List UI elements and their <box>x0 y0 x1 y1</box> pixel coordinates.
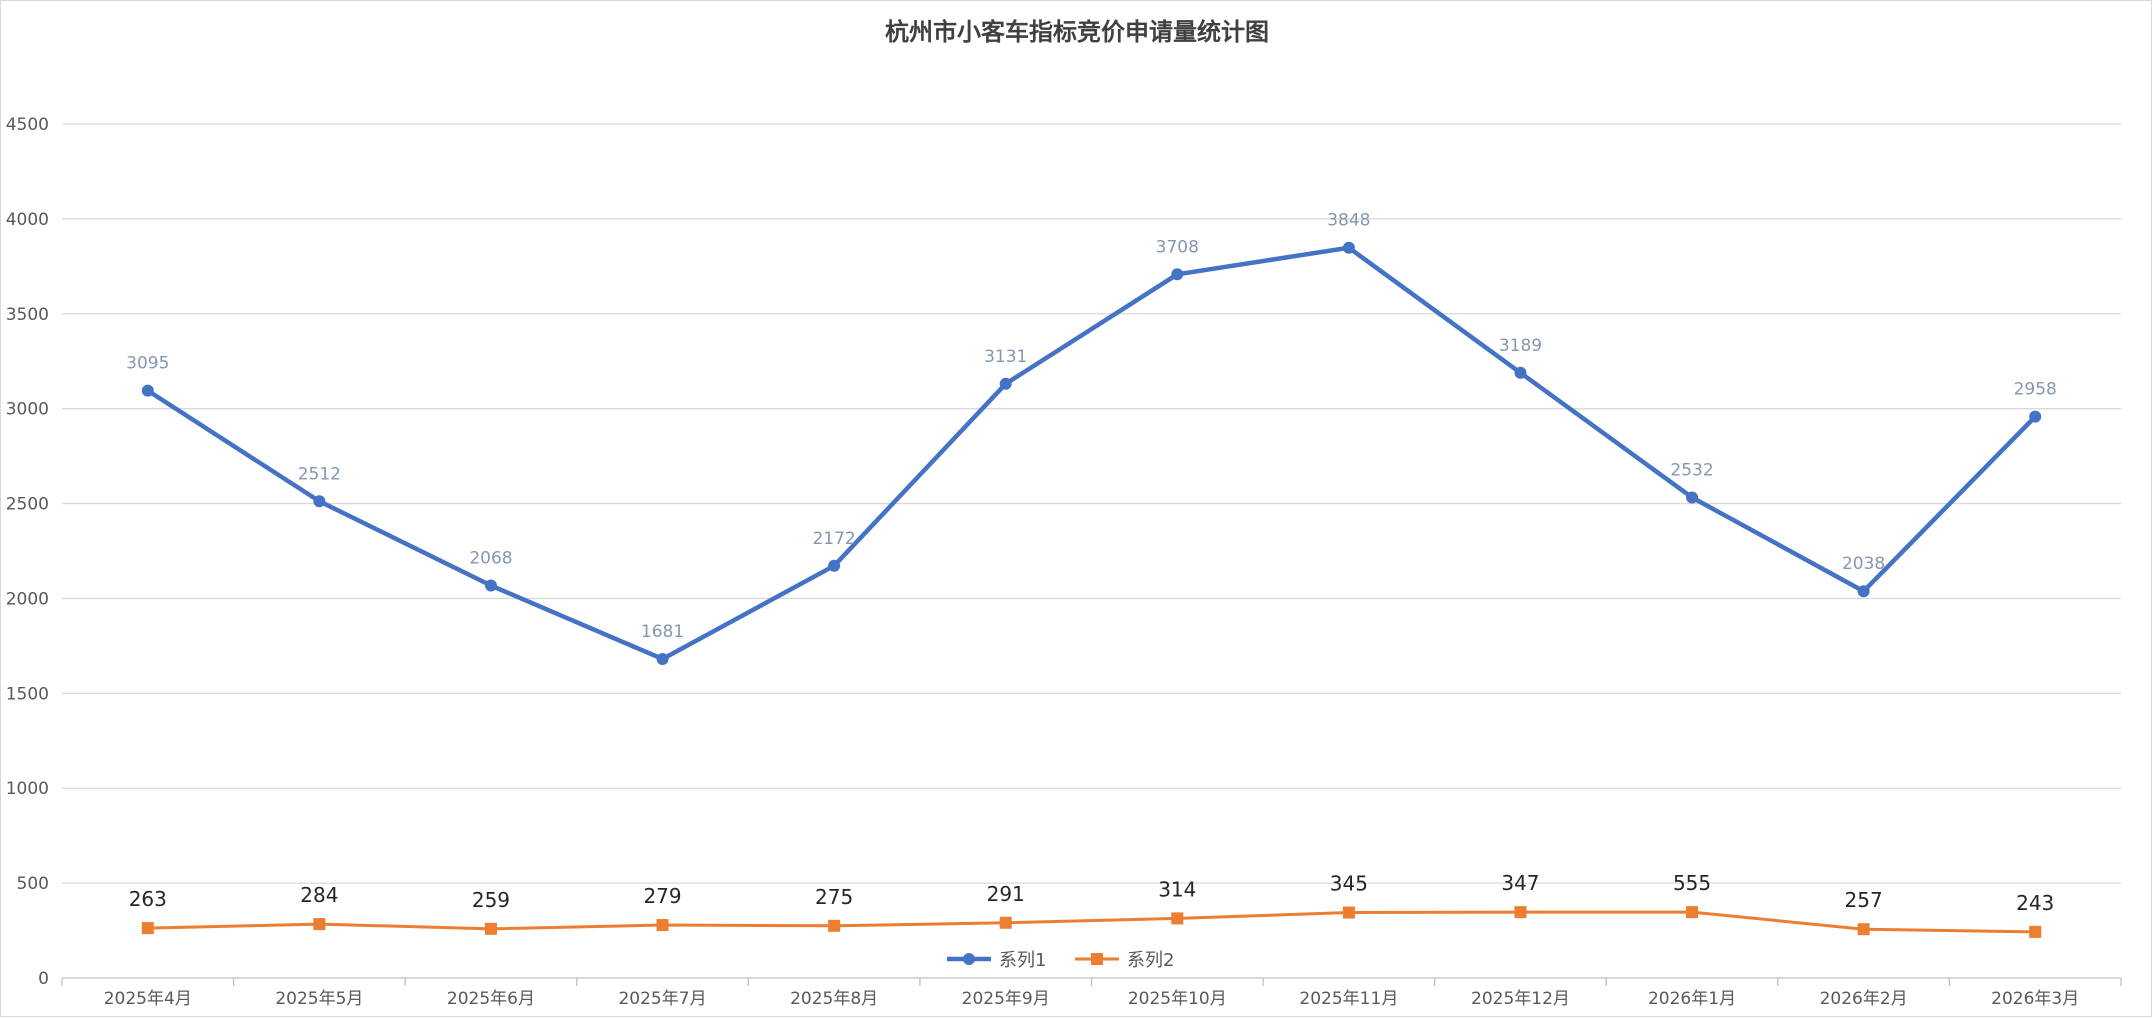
legend-item-1[interactable]: 系列1 <box>947 950 1046 971</box>
data-label: 3095 <box>126 354 169 374</box>
data-point[interactable] <box>2029 925 2042 938</box>
y-tick-label: 2000 <box>6 589 49 609</box>
data-label: 2172 <box>812 529 855 549</box>
x-tick-label: 2025年4月 <box>104 989 192 1009</box>
data-point[interactable] <box>1857 923 1870 936</box>
data-label: 284 <box>300 883 338 907</box>
data-label: 2532 <box>1670 460 1713 480</box>
series-2 <box>141 906 2042 938</box>
chart-title: 杭州市小客车指标竞价申请量统计图 <box>885 17 1269 46</box>
x-tick-label: 2025年9月 <box>962 989 1050 1009</box>
data-point[interactable] <box>656 652 669 665</box>
data-label: 3708 <box>1156 237 1199 257</box>
data-point[interactable] <box>1686 491 1699 504</box>
x-tick-label: 2025年7月 <box>618 989 706 1009</box>
data-point[interactable] <box>828 559 841 572</box>
data-point[interactable] <box>313 918 326 931</box>
legend-marker <box>1091 953 1103 965</box>
data-label: 2512 <box>298 464 341 484</box>
legend-label: 系列1 <box>999 950 1046 971</box>
legend[interactable]: 系列1 系列2 <box>947 950 1174 971</box>
data-point[interactable] <box>141 384 154 397</box>
data-point[interactable] <box>141 922 154 935</box>
x-tick-label: 2025年12月 <box>1471 989 1570 1009</box>
data-label: 3189 <box>1499 336 1542 356</box>
x-tick-label: 2025年10月 <box>1128 989 1227 1009</box>
data-point[interactable] <box>313 495 326 508</box>
data-label: 2038 <box>1842 554 1885 574</box>
data-label: 2958 <box>2014 380 2057 400</box>
data-label: 555 <box>1673 871 1711 895</box>
data-label: 345 <box>1330 872 1368 896</box>
series-1 <box>141 241 2042 665</box>
x-tick-label: 2026年1月 <box>1648 989 1736 1009</box>
data-label: 3131 <box>984 347 1027 367</box>
data-labels: 3095 2512 2068 1681 2172 3131 3708 3848 3189 2532… <box>126 211 2057 915</box>
data-point[interactable] <box>1342 241 1355 254</box>
data-point[interactable] <box>2029 410 2042 423</box>
legend-label: 系列2 <box>1127 950 1174 971</box>
data-label: 1681 <box>641 622 684 642</box>
y-tick-label: 2500 <box>6 495 49 515</box>
data-point[interactable] <box>999 377 1012 390</box>
data-label: 291 <box>987 882 1025 906</box>
data-point[interactable] <box>656 919 669 932</box>
data-label: 3848 <box>1327 211 1370 231</box>
x-tick-label: 2026年3月 <box>1991 989 2079 1009</box>
x-tick-label: 2026年2月 <box>1820 989 1908 1009</box>
data-label: 257 <box>1845 888 1883 912</box>
data-point[interactable] <box>1171 912 1184 925</box>
y-axis: 0 500 1000 1500 2000 2500 3000 3500 4000 4500 <box>6 115 49 989</box>
data-point[interactable] <box>1686 906 1699 919</box>
data-label: 275 <box>815 885 853 909</box>
data-label: 243 <box>2016 891 2054 915</box>
data-point[interactable] <box>1514 366 1527 379</box>
data-point[interactable] <box>1857 585 1870 598</box>
data-point[interactable] <box>484 922 497 935</box>
data-point[interactable] <box>484 579 497 592</box>
data-label: 263 <box>129 887 167 911</box>
x-tick-label: 2025年5月 <box>275 989 363 1009</box>
data-point[interactable] <box>999 916 1012 929</box>
data-label: 347 <box>1501 871 1539 895</box>
y-tick-label: 4000 <box>6 210 49 230</box>
legend-marker <box>963 953 975 965</box>
data-label: 2068 <box>469 549 512 569</box>
y-tick-label: 3500 <box>6 305 49 325</box>
y-tick-label: 4500 <box>6 115 49 135</box>
y-tick-label: 1000 <box>6 779 49 799</box>
series-line <box>146 910 2037 934</box>
series-group <box>141 241 2042 938</box>
data-label: 314 <box>1158 877 1196 901</box>
data-point[interactable] <box>1342 906 1355 919</box>
y-tick-label: 500 <box>17 874 49 894</box>
x-tick-label: 2025年11月 <box>1299 989 1398 1009</box>
x-axis: 2025年4月 2025年5月 2025年6月 2025年7月 2025年8月 2025年… <box>61 977 2122 1009</box>
data-point[interactable] <box>1171 268 1184 281</box>
x-tick-label: 2025年8月 <box>790 989 878 1009</box>
data-point[interactable] <box>828 919 841 932</box>
y-tick-label: 1500 <box>6 684 49 704</box>
series-line <box>145 245 2038 662</box>
data-label: 279 <box>643 884 681 908</box>
gridlines <box>62 123 2121 884</box>
data-label: 259 <box>472 888 510 912</box>
legend-item-2[interactable]: 系列2 <box>1075 950 1174 971</box>
y-tick-label: 0 <box>38 969 49 989</box>
x-tick-label: 2025年6月 <box>447 989 535 1009</box>
y-tick-label: 3000 <box>6 400 49 420</box>
data-point[interactable] <box>1514 906 1527 919</box>
